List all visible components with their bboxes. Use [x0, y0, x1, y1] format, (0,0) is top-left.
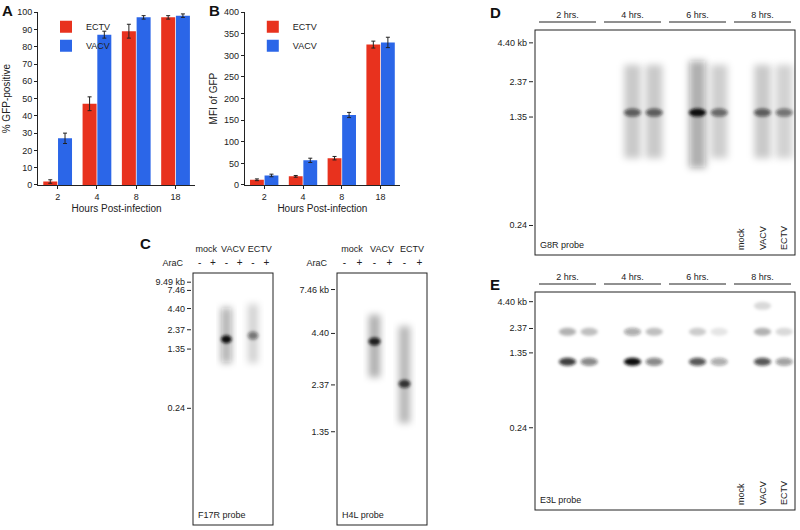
svg-text:250: 250	[224, 72, 239, 82]
svg-text:VACV: VACV	[86, 41, 110, 51]
svg-text:ECTV: ECTV	[86, 22, 110, 32]
svg-text:2: 2	[55, 192, 60, 202]
svg-text:30: 30	[22, 128, 32, 138]
svg-text:7.46: 7.46	[167, 285, 185, 295]
svg-text:4: 4	[300, 192, 305, 202]
svg-text:4.40 kb: 4.40 kb	[497, 297, 527, 307]
svg-text:+: +	[237, 257, 243, 268]
svg-text:2.37: 2.37	[509, 77, 527, 87]
svg-text:AraC: AraC	[306, 258, 327, 268]
svg-text:C: C	[140, 235, 151, 252]
svg-text:2.37: 2.37	[509, 323, 527, 333]
svg-text:D: D	[490, 4, 501, 21]
svg-text:ECTV: ECTV	[400, 244, 424, 254]
svg-text:8: 8	[339, 192, 344, 202]
svg-text:0.24: 0.24	[167, 403, 185, 413]
svg-text:A: A	[2, 2, 13, 19]
svg-text:G8R probe: G8R probe	[540, 240, 584, 250]
svg-text:50: 50	[22, 94, 32, 104]
svg-text:+: +	[357, 257, 363, 268]
svg-text:+: +	[387, 257, 393, 268]
svg-text:200: 200	[224, 94, 239, 104]
svg-text:0: 0	[234, 180, 239, 190]
svg-text:ECTV: ECTV	[293, 22, 317, 32]
svg-text:+: +	[263, 257, 269, 268]
svg-text:300: 300	[224, 51, 239, 61]
svg-text:2: 2	[262, 192, 267, 202]
svg-text:-: -	[198, 257, 201, 268]
svg-text:4.40: 4.40	[167, 304, 185, 314]
svg-text:+: +	[210, 257, 216, 268]
svg-text:0: 0	[27, 180, 32, 190]
svg-text:100: 100	[224, 137, 239, 147]
svg-text:150: 150	[224, 115, 239, 125]
svg-text:8: 8	[134, 192, 139, 202]
svg-text:18: 18	[376, 192, 386, 202]
svg-text:6 hrs.: 6 hrs.	[686, 10, 709, 20]
svg-text:7.46 kb: 7.46 kb	[299, 285, 329, 295]
svg-text:ECTV: ECTV	[779, 226, 789, 250]
svg-text:mock: mock	[196, 244, 218, 254]
svg-text:0.24: 0.24	[509, 423, 527, 433]
svg-text:8 hrs.: 8 hrs.	[751, 272, 774, 282]
svg-text:4 hrs.: 4 hrs.	[621, 10, 644, 20]
svg-text:4 hrs.: 4 hrs.	[621, 272, 644, 282]
svg-text:1.35: 1.35	[509, 348, 527, 358]
svg-text:-: -	[373, 257, 376, 268]
svg-text:VACV: VACV	[221, 244, 245, 254]
svg-text:350: 350	[224, 29, 239, 39]
svg-text:-: -	[343, 257, 346, 268]
svg-text:mock: mock	[736, 228, 746, 250]
svg-text:4.40 kb: 4.40 kb	[497, 38, 527, 48]
svg-text:0.24: 0.24	[509, 220, 527, 230]
svg-text:mock: mock	[341, 244, 363, 254]
svg-text:VACV: VACV	[758, 226, 768, 250]
svg-text:1.35: 1.35	[509, 112, 527, 122]
svg-text:60: 60	[22, 76, 32, 86]
svg-text:VACV: VACV	[293, 41, 317, 51]
svg-text:2.37: 2.37	[311, 380, 329, 390]
svg-text:2 hrs.: 2 hrs.	[556, 272, 579, 282]
svg-text:50: 50	[229, 159, 239, 169]
svg-text:E: E	[490, 276, 500, 293]
svg-text:9.49 kb: 9.49 kb	[155, 277, 185, 287]
svg-text:90: 90	[22, 25, 32, 35]
svg-text:70: 70	[22, 59, 32, 69]
svg-text:4: 4	[94, 192, 99, 202]
svg-text:2.37: 2.37	[167, 325, 185, 335]
svg-text:-: -	[251, 257, 254, 268]
svg-text:Hours Post-infection: Hours Post-infection	[72, 203, 162, 214]
svg-text:Hours Post-infection: Hours Post-infection	[277, 203, 367, 214]
svg-text:400: 400	[224, 7, 239, 17]
svg-text:-: -	[225, 257, 228, 268]
svg-text:ECTV: ECTV	[779, 481, 789, 505]
svg-text:80: 80	[22, 42, 32, 52]
svg-text:20: 20	[22, 146, 32, 156]
svg-text:100: 100	[17, 7, 32, 17]
svg-text:ECTV: ECTV	[248, 244, 272, 254]
svg-text:B: B	[209, 2, 220, 19]
svg-text:18: 18	[171, 192, 181, 202]
svg-text:mock: mock	[736, 483, 746, 505]
svg-text:-: -	[403, 257, 406, 268]
svg-text:10: 10	[22, 163, 32, 173]
svg-text:8 hrs.: 8 hrs.	[751, 10, 774, 20]
svg-text:4.40: 4.40	[311, 328, 329, 338]
svg-text:VACV: VACV	[758, 481, 768, 505]
svg-text:2 hrs.: 2 hrs.	[556, 10, 579, 20]
svg-text:MFI of GFP: MFI of GFP	[208, 72, 219, 124]
svg-text:VACV: VACV	[370, 244, 394, 254]
svg-text:40: 40	[22, 111, 32, 121]
svg-text:6 hrs.: 6 hrs.	[686, 272, 709, 282]
svg-text:AraC: AraC	[162, 258, 183, 268]
svg-text:% GFP-positive: % GFP-positive	[1, 63, 12, 133]
svg-text:H4L probe: H4L probe	[342, 510, 384, 520]
svg-text:1.35: 1.35	[311, 427, 329, 437]
svg-text:F17R probe: F17R probe	[198, 510, 246, 520]
svg-text:+: +	[417, 257, 423, 268]
svg-text:E3L probe: E3L probe	[540, 495, 581, 505]
svg-text:1.35: 1.35	[167, 344, 185, 354]
